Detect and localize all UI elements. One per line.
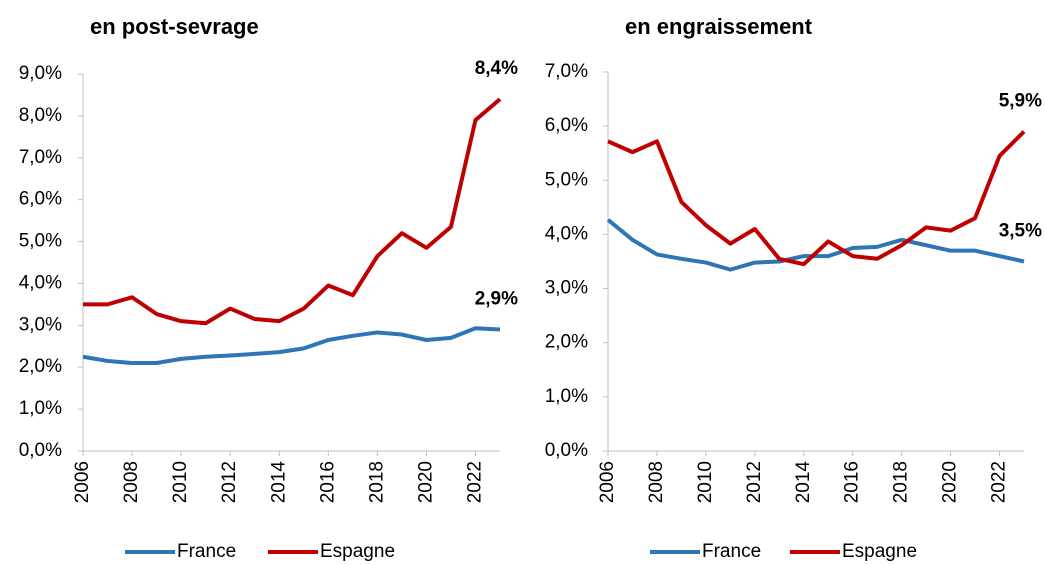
y-tick-label: 2,0% bbox=[19, 356, 62, 377]
x-tick-label: 2006 bbox=[597, 461, 618, 503]
x-tick-label: 2014 bbox=[268, 461, 289, 504]
y-tick-label: 0,0% bbox=[19, 440, 62, 461]
y-tick-label: 8,0% bbox=[19, 105, 62, 126]
x-tick-label: 2012 bbox=[219, 461, 240, 503]
x-tick-label: 2008 bbox=[646, 461, 667, 503]
value-label: 3,5% bbox=[999, 221, 1042, 242]
y-tick-label: 7,0% bbox=[19, 147, 62, 168]
legend-label: France bbox=[702, 541, 761, 562]
y-tick-label: 1,0% bbox=[545, 386, 588, 407]
value-label: 5,9% bbox=[999, 91, 1042, 112]
value-label: 2,9% bbox=[475, 289, 518, 310]
y-tick-label: 2,0% bbox=[545, 332, 588, 353]
series-line bbox=[83, 97, 502, 326]
y-tick-label: 6,0% bbox=[545, 115, 588, 136]
x-tick-label: 2016 bbox=[842, 461, 863, 503]
chart-title: en post-sevrage bbox=[90, 14, 259, 39]
y-tick-label: 3,0% bbox=[19, 314, 62, 335]
chart-title: en engraissement bbox=[625, 14, 813, 39]
y-tick-label: 4,0% bbox=[19, 272, 62, 293]
x-tick-label: 2022 bbox=[989, 461, 1010, 503]
legend-label: Espagne bbox=[320, 541, 395, 562]
x-tick-label: 2010 bbox=[170, 461, 191, 503]
y-tick-label: 4,0% bbox=[545, 223, 588, 244]
y-tick-label: 9,0% bbox=[19, 63, 62, 84]
series-line bbox=[606, 218, 1025, 272]
x-tick-label: 2016 bbox=[317, 461, 338, 503]
x-tick-label: 2010 bbox=[695, 461, 716, 503]
legend-label: France bbox=[177, 541, 236, 562]
x-tick-label: 2008 bbox=[121, 461, 142, 503]
series-line bbox=[82, 326, 501, 366]
y-tick-label: 5,0% bbox=[545, 169, 588, 190]
x-tick-label: 2012 bbox=[744, 461, 765, 503]
series-line bbox=[607, 130, 1026, 267]
x-tick-label: 2022 bbox=[464, 461, 485, 503]
y-tick-label: 6,0% bbox=[19, 189, 62, 210]
y-tick-label: 7,0% bbox=[545, 61, 588, 82]
x-tick-label: 2020 bbox=[415, 461, 436, 503]
x-tick-label: 2014 bbox=[793, 461, 814, 504]
y-tick-label: 5,0% bbox=[19, 231, 62, 252]
y-tick-label: 0,0% bbox=[545, 440, 588, 461]
x-tick-label: 2018 bbox=[891, 461, 912, 503]
value-label: 8,4% bbox=[475, 58, 518, 79]
x-tick-label: 2018 bbox=[366, 461, 387, 503]
y-tick-label: 1,0% bbox=[19, 398, 62, 419]
x-tick-label: 2020 bbox=[940, 461, 961, 503]
legend-label: Espagne bbox=[842, 541, 917, 562]
x-tick-label: 2006 bbox=[72, 461, 93, 503]
y-tick-label: 3,0% bbox=[545, 278, 588, 299]
